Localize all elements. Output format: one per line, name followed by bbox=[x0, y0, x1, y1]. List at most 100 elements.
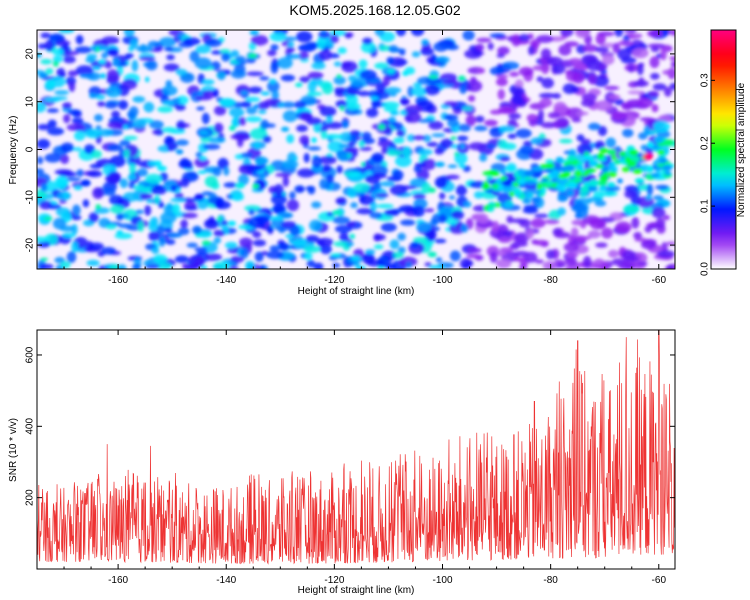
colorbar: 0.0 0.1 0.2 0.3 Normalized spectral amplitu… bbox=[700, 29, 747, 276]
heatmap-speckle bbox=[316, 237, 334, 247]
heatmap-speckle bbox=[75, 65, 94, 76]
heatmap-speckle bbox=[172, 203, 181, 215]
heatmap-speckle bbox=[132, 96, 146, 103]
heatmap-speckle bbox=[60, 261, 71, 269]
heatmap-speckle bbox=[513, 257, 523, 262]
heatmap-speckle bbox=[399, 50, 406, 56]
heatmap-speckle bbox=[195, 44, 211, 54]
heatmap-speckle bbox=[600, 191, 618, 197]
heatmap-speckle bbox=[208, 137, 226, 144]
heatmap-speckle bbox=[464, 49, 483, 59]
heatmap-speckle bbox=[73, 185, 83, 191]
heatmap-speckle bbox=[595, 33, 606, 45]
heatmap-speckle bbox=[276, 101, 285, 108]
heatmap-speckle bbox=[66, 251, 77, 263]
heatmap-speckle bbox=[54, 90, 69, 95]
heatmap-speckle bbox=[145, 264, 161, 269]
heatmap-track-blob bbox=[575, 186, 582, 191]
heatmap-speckle bbox=[536, 35, 554, 43]
heatmap-speckle bbox=[324, 182, 331, 190]
heatmap-speckle bbox=[321, 164, 332, 173]
heatmap-speckle bbox=[326, 114, 333, 124]
heatmap-speckle bbox=[571, 118, 582, 123]
heatmap-track-blob bbox=[646, 165, 654, 173]
heatmap-hotspot bbox=[502, 179, 513, 187]
heatmap-hotspot bbox=[588, 179, 599, 187]
heatmap-speckle bbox=[230, 69, 246, 79]
heatmap-speckle bbox=[158, 235, 166, 247]
heatmap-speckle bbox=[267, 49, 277, 57]
heatmap-speckle bbox=[51, 96, 68, 101]
heatmap-speckle bbox=[196, 251, 209, 256]
heatmap-speckle bbox=[195, 257, 205, 268]
heatmap-speckle bbox=[615, 221, 632, 233]
heatmap-track-blob bbox=[655, 165, 661, 172]
heatmap-x-ticks: -160 -140 -120 -100 -80 -60 bbox=[36, 30, 666, 286]
heatmap-speckle bbox=[386, 56, 395, 65]
snr-series-line bbox=[37, 330, 675, 565]
heatmap-speckle bbox=[282, 159, 299, 169]
heatmap-track-blob bbox=[661, 165, 673, 171]
heatmap-speckle bbox=[289, 225, 301, 236]
heatmap-speckle bbox=[618, 261, 632, 269]
heatmap-speckle bbox=[498, 237, 512, 244]
heatmap-blob bbox=[248, 53, 258, 59]
heatmap-speckle bbox=[398, 205, 416, 213]
heatmap-speckle bbox=[389, 239, 400, 250]
heatmap-track-blob bbox=[587, 185, 598, 192]
heatmap-speckle bbox=[440, 138, 454, 149]
heatmap-speckle bbox=[155, 184, 165, 191]
heatmap-speckle bbox=[588, 74, 597, 85]
heatmap-speckle bbox=[162, 85, 178, 96]
heatmap-speckle bbox=[82, 199, 90, 208]
heatmap-speckle bbox=[240, 247, 249, 259]
heatmap-speckle bbox=[131, 59, 139, 72]
heatmap-speckle bbox=[307, 80, 317, 93]
heatmap-speckle bbox=[592, 264, 608, 269]
heatmap-speckle bbox=[434, 238, 447, 244]
heatmap-speckle bbox=[85, 57, 96, 63]
heatmap-speckle bbox=[388, 45, 399, 53]
heatmap-speckle bbox=[334, 225, 353, 233]
heatmap-speckle bbox=[307, 71, 324, 80]
heatmap-speckle bbox=[632, 47, 649, 59]
y-tick-label: 600 bbox=[25, 346, 36, 363]
heatmap-speckle bbox=[175, 139, 189, 146]
heatmap-speckle bbox=[330, 34, 339, 44]
heatmap-speckle bbox=[405, 261, 413, 269]
heatmap-speckle bbox=[373, 234, 386, 241]
heatmap-speckle bbox=[350, 202, 358, 209]
heatmap-speckle bbox=[107, 144, 123, 152]
heatmap-speckle bbox=[299, 76, 311, 83]
heatmap-speckle bbox=[286, 134, 295, 144]
heatmap-speckle bbox=[333, 87, 347, 94]
heatmap-track-blob bbox=[509, 191, 515, 197]
heatmap-speckle bbox=[544, 218, 560, 225]
heatmap-speckle bbox=[136, 45, 154, 53]
x-tick-label: -120 bbox=[324, 275, 344, 286]
heatmap-speckle bbox=[71, 241, 79, 253]
heatmap-speckle bbox=[474, 125, 488, 132]
heatmap-blob bbox=[235, 182, 245, 189]
heatmap-speckle bbox=[377, 255, 392, 267]
heatmap-track-blob bbox=[607, 182, 616, 188]
heatmap-blob bbox=[370, 96, 379, 101]
heatmap-speckle bbox=[181, 212, 198, 219]
heatmap-speckle bbox=[536, 76, 544, 83]
heatmap-track-blob bbox=[621, 166, 631, 172]
heatmap-speckle bbox=[44, 153, 62, 163]
heatmap-speckle bbox=[235, 55, 246, 63]
heatmap-speckle bbox=[39, 191, 47, 199]
heatmap-speckle bbox=[497, 46, 510, 55]
heatmap-track-blob bbox=[566, 189, 575, 197]
heatmap-speckle bbox=[514, 232, 530, 244]
heatmap-speckle bbox=[621, 102, 633, 111]
heatmap-speckle bbox=[431, 213, 441, 225]
heatmap-speckle bbox=[424, 208, 435, 213]
heatmap-track-blob bbox=[519, 183, 525, 188]
heatmap-speckle bbox=[97, 128, 114, 137]
heatmap-speckle bbox=[623, 205, 639, 213]
heatmap-speckle bbox=[546, 56, 563, 66]
heatmap-blob bbox=[145, 76, 150, 83]
heatmap-speckle bbox=[127, 174, 137, 180]
